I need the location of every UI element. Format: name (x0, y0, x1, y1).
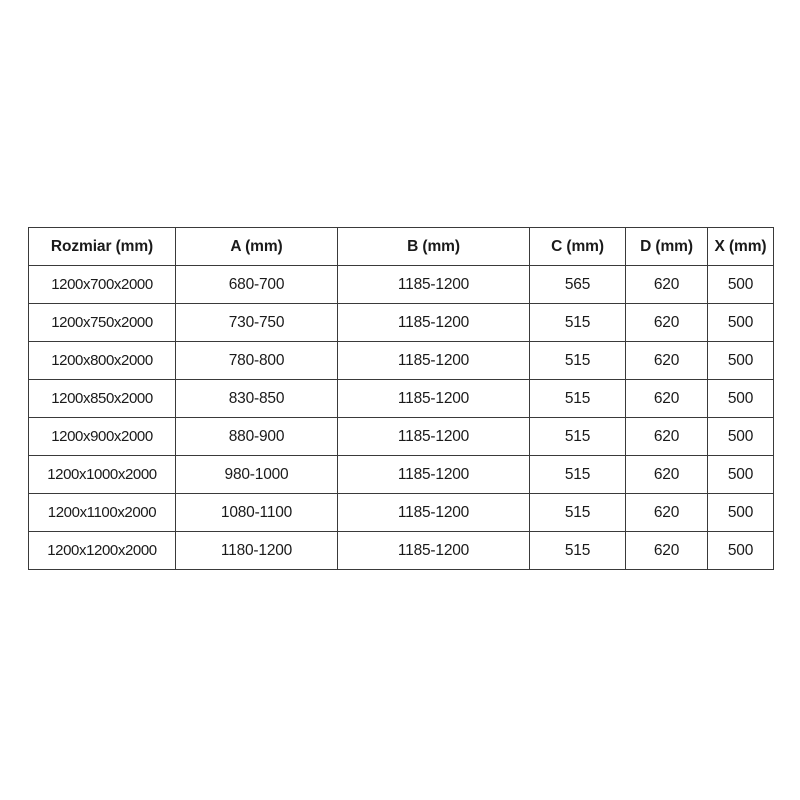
cell-x: 500 (707, 303, 774, 342)
cell-b: 1185-1200 (337, 493, 530, 532)
cell-size: 1200x900x2000 (28, 417, 176, 456)
cell-a: 1180-1200 (175, 531, 338, 570)
cell-b: 1185-1200 (337, 303, 530, 342)
cell-d: 620 (625, 417, 708, 456)
cell-d: 620 (625, 531, 708, 570)
table-header: Rozmiar (mm) A (mm) B (mm) C (mm) D (mm)… (28, 227, 774, 266)
cell-b: 1185-1200 (337, 417, 530, 456)
column-header-c: C (mm) (529, 227, 626, 266)
table-row: 1200x900x2000 880-900 1185-1200 515 620 500 (28, 417, 774, 456)
table-row: 1200x1000x2000 980-1000 1185-1200 515 620 500 (28, 455, 774, 494)
cell-a: 1080-1100 (175, 493, 338, 532)
column-header-size: Rozmiar (mm) (28, 227, 176, 266)
cell-size: 1200x700x2000 (28, 265, 176, 304)
cell-b: 1185-1200 (337, 531, 530, 570)
cell-a: 680-700 (175, 265, 338, 304)
dimensions-table: Rozmiar (mm) A (mm) B (mm) C (mm) D (mm)… (28, 227, 774, 570)
cell-size: 1200x1000x2000 (28, 455, 176, 494)
cell-b: 1185-1200 (337, 455, 530, 494)
cell-b: 1185-1200 (337, 341, 530, 380)
cell-x: 500 (707, 493, 774, 532)
cell-x: 500 (707, 531, 774, 570)
cell-c: 515 (529, 531, 626, 570)
cell-a: 780-800 (175, 341, 338, 380)
table-row: 1200x1100x2000 1080-1100 1185-1200 515 620 50… (28, 493, 774, 532)
cell-c: 565 (529, 265, 626, 304)
table-row: 1200x800x2000 780-800 1185-1200 515 620 500 (28, 341, 774, 380)
table-row: 1200x1200x2000 1180-1200 1185-1200 515 620 50… (28, 531, 774, 570)
column-header-b: B (mm) (337, 227, 530, 266)
column-header-x: X (mm) (707, 227, 774, 266)
cell-d: 620 (625, 265, 708, 304)
cell-x: 500 (707, 417, 774, 456)
cell-d: 620 (625, 493, 708, 532)
cell-x: 500 (707, 455, 774, 494)
cell-c: 515 (529, 493, 626, 532)
cell-size: 1200x750x2000 (28, 303, 176, 342)
cell-c: 515 (529, 303, 626, 342)
cell-d: 620 (625, 455, 708, 494)
cell-a: 980-1000 (175, 455, 338, 494)
cell-d: 620 (625, 341, 708, 380)
cell-x: 500 (707, 379, 774, 418)
cell-x: 500 (707, 265, 774, 304)
cell-a: 880-900 (175, 417, 338, 456)
cell-d: 620 (625, 379, 708, 418)
column-header-a: A (mm) (175, 227, 338, 266)
cell-d: 620 (625, 303, 708, 342)
cell-b: 1185-1200 (337, 379, 530, 418)
cell-size: 1200x1200x2000 (28, 531, 176, 570)
cell-c: 515 (529, 341, 626, 380)
table-row: 1200x700x2000 680-700 1185-1200 565 620 500 (28, 265, 774, 304)
cell-c: 515 (529, 455, 626, 494)
cell-x: 500 (707, 341, 774, 380)
column-header-d: D (mm) (625, 227, 708, 266)
table-body: 1200x700x2000 680-700 1185-1200 565 620 500 12… (28, 265, 774, 570)
table-row: 1200x850x2000 830-850 1185-1200 515 620 500 (28, 379, 774, 418)
cell-a: 730-750 (175, 303, 338, 342)
cell-a: 830-850 (175, 379, 338, 418)
table-header-row: Rozmiar (mm) A (mm) B (mm) C (mm) D (mm)… (28, 227, 774, 266)
cell-size: 1200x800x2000 (28, 341, 176, 380)
cell-c: 515 (529, 417, 626, 456)
cell-size: 1200x1100x2000 (28, 493, 176, 532)
cell-b: 1185-1200 (337, 265, 530, 304)
table-row: 1200x750x2000 730-750 1185-1200 515 620 500 (28, 303, 774, 342)
cell-size: 1200x850x2000 (28, 379, 176, 418)
cell-c: 515 (529, 379, 626, 418)
